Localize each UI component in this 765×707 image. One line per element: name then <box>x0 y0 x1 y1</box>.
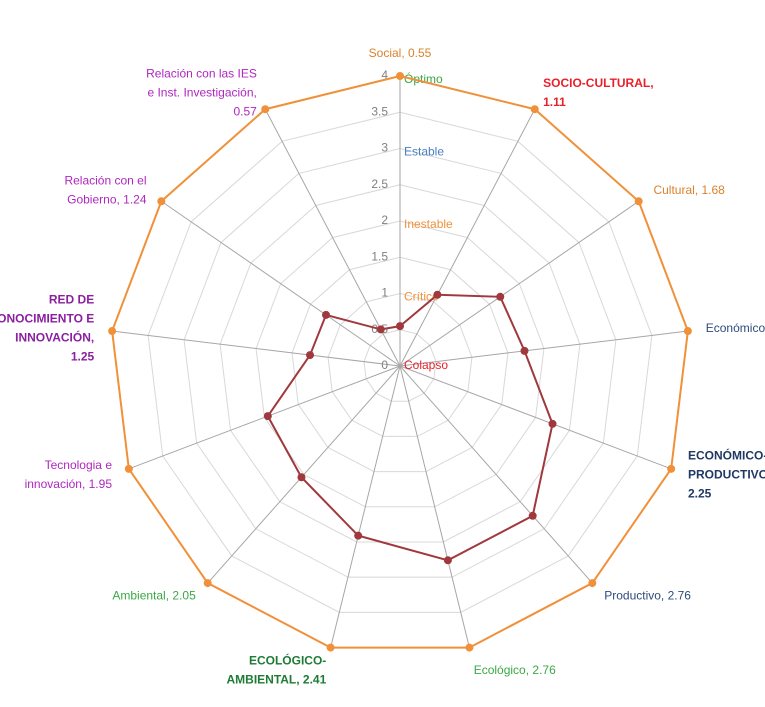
axis-label-line: Cultural, 1.68 <box>653 183 725 197</box>
r-tick-label: 0 <box>381 358 388 372</box>
axis-label-line: Económico, 1.73 <box>706 321 765 335</box>
axis-label-line: Productivo, 2.76 <box>604 589 691 603</box>
data-point <box>530 105 539 114</box>
axis-label-line: Relación con el <box>64 174 146 188</box>
data-point <box>396 322 404 331</box>
data-point <box>634 197 643 206</box>
axis-label-line: CONOCIMIENTO E <box>0 312 94 326</box>
axis-label-line: e Inst. Investigación, <box>147 85 256 99</box>
zone-label: Estable <box>404 145 444 159</box>
r-tick-label: 2.5 <box>371 177 388 191</box>
axis-label-line: PRODUCTIVO, <box>688 467 765 481</box>
data-point <box>683 327 692 336</box>
data-point <box>297 473 306 482</box>
spoke <box>399 365 593 584</box>
spoke <box>399 330 688 367</box>
data-point <box>548 419 557 428</box>
axis-label: Relación con las IES e Inst. Investigació… <box>146 66 257 118</box>
data-point <box>465 643 474 652</box>
r-tick-label: 4 <box>381 68 388 82</box>
grid-ring <box>291 256 509 473</box>
data-point <box>588 579 597 588</box>
axis-label: ECONÓMICO- PRODUCTIVO, 2.25 <box>688 447 765 500</box>
spoke <box>264 108 401 367</box>
grid-ring <box>327 292 473 437</box>
axis-label-line: ECOLÓGICO- <box>249 653 326 668</box>
axis-label-line: Gobierno, 1.24 <box>67 193 147 207</box>
spoke <box>399 200 639 367</box>
axis-label-line: ECONÓMICO- <box>688 447 765 462</box>
r-tick-label: 3.5 <box>371 104 388 118</box>
data-point <box>261 105 270 114</box>
r-tick-label: 1.5 <box>371 249 388 263</box>
data-point <box>376 325 385 334</box>
axis-label: Tecnologia e innovación, 1.95 <box>25 458 113 491</box>
data-point <box>322 310 331 319</box>
axis-label-line: Ecológico, 2.76 <box>474 663 556 677</box>
axis-label: Ambiental, 2.05 <box>112 589 196 603</box>
data-point <box>124 464 133 473</box>
data-point <box>528 511 537 520</box>
grid-ring <box>147 111 653 613</box>
series-line <box>266 293 554 562</box>
grid-ring <box>363 329 437 402</box>
zone-label: Colapso <box>404 358 448 372</box>
axis-label-line: innovación, 1.95 <box>25 477 113 491</box>
axis-label-line: AMBIENTAL, 2.41 <box>226 673 326 687</box>
spoke <box>161 200 401 367</box>
data-point <box>520 346 529 355</box>
zone-label: Inestable <box>404 217 453 231</box>
r-tick-label: 3 <box>381 141 388 155</box>
r-tick-label: 1 <box>381 286 388 300</box>
axis-label-line: 1.25 <box>71 350 95 364</box>
spoke <box>399 108 536 367</box>
spoke <box>112 330 401 367</box>
axis-label: RED DE CONOCIMIENTO E INNOVACIÓN, 1.25 <box>0 293 95 364</box>
axis-label: Relación con el Gobierno, 1.24 <box>64 174 146 207</box>
axis-label-line: Social, 0.55 <box>369 46 432 60</box>
spoke <box>330 365 401 648</box>
data-point <box>203 579 212 588</box>
axis-label-line: Tecnologia e <box>45 458 113 472</box>
axis-label-line: 2.25 <box>688 486 712 500</box>
grid-ring <box>183 147 617 578</box>
axis-label-line: SOCIO-CULTURAL, <box>543 76 653 90</box>
data-point <box>108 327 117 336</box>
data-point <box>667 464 676 473</box>
axis-label-line: Relación con las IES <box>146 66 257 80</box>
data-point <box>433 290 442 299</box>
axis-label: Ecológico, 2.76 <box>474 663 556 677</box>
data-point <box>354 531 363 540</box>
series-line <box>111 74 689 649</box>
zone-label: Óptimo <box>404 71 443 86</box>
axis-label-line: RED DE <box>49 293 94 307</box>
axis-label-line: 0.57 <box>234 104 258 118</box>
data-point <box>443 556 452 565</box>
axis-label: ECOLÓGICO- AMBIENTAL, 2.41 <box>226 653 326 687</box>
spoke <box>399 365 470 648</box>
data-point <box>496 292 505 301</box>
data-point <box>157 197 166 206</box>
axis-label-line: Ambiental, 2.05 <box>112 589 196 603</box>
axis-label: Productivo, 2.76 <box>604 589 691 603</box>
data-point <box>326 643 335 652</box>
data-point <box>263 412 272 421</box>
axis-label-line: INNOVACIÓN, <box>15 330 94 345</box>
axis-label: Económico, 1.73 <box>706 321 765 335</box>
axis-label: Social, 0.55 <box>369 46 432 60</box>
spoke <box>399 365 672 470</box>
grid-ring <box>255 220 545 508</box>
r-tick-label: 2 <box>381 213 388 227</box>
data-point <box>396 72 404 80</box>
axis-label-line: 1.11 <box>543 95 566 109</box>
grid-ring <box>219 184 581 543</box>
data-point <box>306 351 315 360</box>
axis-label: SOCIO-CULTURAL, 1.11 <box>543 76 653 109</box>
axis-label: Cultural, 1.68 <box>653 183 725 197</box>
